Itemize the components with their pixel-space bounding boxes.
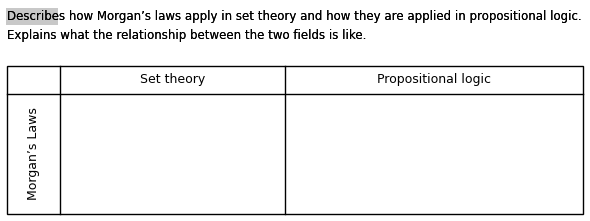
Text: Set theory: Set theory (140, 74, 205, 86)
Text: Morgan’s Laws: Morgan’s Laws (27, 108, 40, 200)
Text: Describes how Morgan’s laws apply in set theory and how they are applied in prop: Describes how Morgan’s laws apply in set… (7, 10, 582, 42)
Text: Propositional logic: Propositional logic (377, 74, 491, 86)
Text: Describes how Morgan’s laws apply in set theory and how they are applied in prop: Describes how Morgan’s laws apply in set… (7, 10, 582, 42)
Bar (7, 66, 583, 214)
FancyBboxPatch shape (6, 8, 58, 25)
